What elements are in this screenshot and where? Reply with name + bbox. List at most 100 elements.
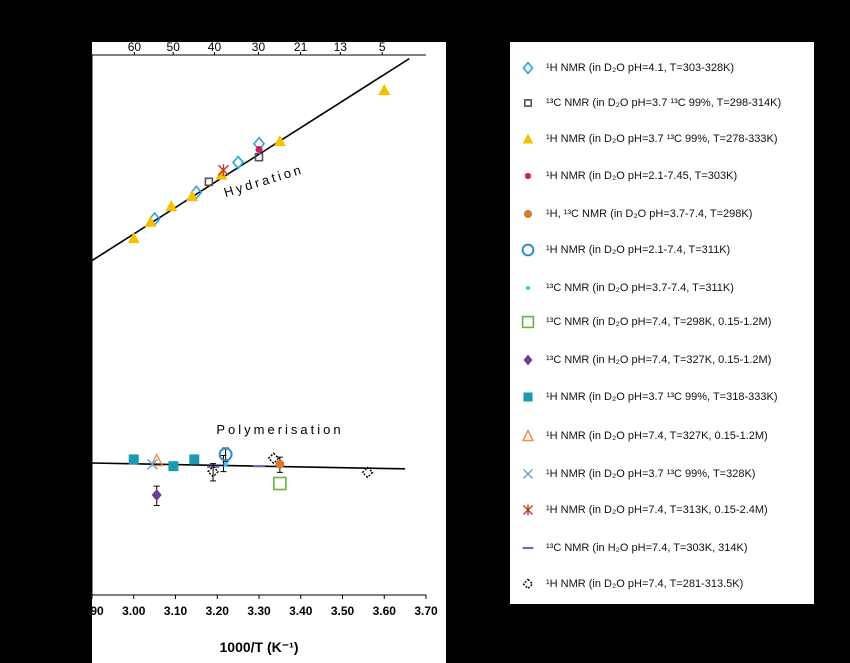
y-tick-label: 1 (78, 588, 85, 602)
top-axis-tick-label: 13 (334, 40, 348, 54)
legend-item: ¹³C NMR (in D₂O pH=7.4, T=298K, 0.15-1.2… (520, 314, 771, 330)
legend-marker (522, 578, 534, 590)
data-point (168, 461, 179, 472)
legend-marker-shape (523, 209, 533, 219)
data-point (151, 489, 162, 502)
data-point (273, 476, 287, 491)
plot-background (92, 42, 446, 663)
legend-marker-shape (521, 315, 535, 329)
legend-item: ¹³C NMR (in D₂O pH=3.7-7.4, T=311K) (520, 280, 734, 296)
x-tick-label: 3.70 (414, 604, 438, 618)
data-point (127, 232, 140, 244)
y-tick-label: 100 (65, 318, 85, 332)
legend-item: ¹H NMR (in D₂O pH=3.7 ¹³C 99%, T=278-333… (520, 131, 777, 147)
data-point (204, 177, 214, 187)
data-point (165, 200, 178, 212)
legend-label: ¹³C NMR (in D₂O pH=3.7-7.4, T=311K) (546, 282, 734, 294)
legend-item: ¹H NMR (in D₂O pH=3.7 ¹³C 99%, T=318-333… (520, 389, 777, 405)
x-axis-label: 1000/T (K⁻¹) (220, 639, 299, 655)
legend-marker-shape (526, 286, 530, 290)
x-tick-label: 3.10 (164, 604, 188, 618)
legend-marker-shape (522, 61, 534, 75)
legend-marker-shape (523, 469, 533, 479)
legend-label: ¹H NMR (in D₂O pH=3.7 ¹³C 99%, T=318-333… (546, 391, 778, 403)
legend-marker-shape (522, 133, 534, 144)
data-point (273, 135, 286, 147)
data-point (218, 447, 233, 462)
data-point (275, 459, 285, 469)
legend-marker (522, 61, 534, 75)
legend-label: ¹H NMR (in D₂O pH=4.1, T=303-328K) (546, 62, 735, 74)
data-point (254, 152, 264, 162)
legend-marker (523, 504, 533, 516)
legend-item: ¹H NMR (in D₂O pH=2.1-7.4, T=311K) (520, 242, 730, 258)
legend-item: ¹H NMR (in D₂O pH=7.4, T=281-313.5K) (520, 576, 743, 592)
x-tick-label: 3.00 (122, 604, 146, 618)
y-tick-label: 10 (72, 453, 86, 467)
legend-marker (524, 99, 532, 107)
data-point (128, 454, 139, 465)
data-point (215, 168, 228, 180)
legend-label: ¹³C NMR (in H₂O pH=7.4, T=327K, 0.15-1.2… (546, 354, 772, 366)
data-point (378, 84, 391, 96)
data-point (255, 145, 263, 153)
y-tick-label: 1000 (58, 183, 85, 197)
legend-marker (522, 133, 534, 144)
legend-label: ¹H, ¹³C NMR (in D₂O pH=3.7-7.4, T=298K) (546, 208, 753, 220)
legend-marker-shape (524, 172, 532, 180)
legend-label: ¹H NMR (in D₂O pH=3.7 ¹³C 99%, T=328K) (546, 468, 756, 480)
x-tick-label: 3.50 (331, 604, 355, 618)
legend-item: ¹H NMR (in D₂O pH=2.1-7.45, T=303K) (520, 168, 737, 184)
data-point (189, 454, 200, 465)
legend-label: ¹³C NMR (in D₂O pH=3.7 ¹³C 99%, T=298-31… (546, 97, 782, 109)
legend-label: ¹H NMR (in D₂O pH=2.1-7.4, T=311K) (546, 244, 731, 256)
legend-marker (523, 392, 533, 402)
x-tick-label: 2.90 (80, 604, 104, 618)
legend-marker (523, 354, 533, 366)
legend-marker (523, 469, 533, 479)
x-tick-label: 3.40 (289, 604, 313, 618)
legend-item: ¹H, ¹³C NMR (in D₂O pH=3.7-7.4, T=298K) (520, 206, 752, 222)
legend-label: ¹³C NMR (in D₂O pH=7.4, T=298K, 0.15-1.2… (546, 316, 772, 328)
data-point (232, 155, 245, 170)
legend-marker (526, 286, 530, 290)
legend-panel-1: ¹H NMR (in D₂O pH=4.1, T=303-328K) ¹³C NM… (510, 42, 814, 298)
legend-marker (521, 429, 535, 442)
x-tick-label: 3.60 (373, 604, 397, 618)
data-point (150, 453, 164, 467)
top-axis-tick-label: 21 (294, 40, 308, 54)
legend-item: ¹H NMR (in D₂O pH=3.7 ¹³C 99%, T=328K) (520, 466, 755, 482)
top-axis-tick-label: 30 (252, 40, 266, 54)
legend-marker-shape (523, 392, 533, 402)
legend-item: ¹H NMR (in D₂O pH=7.4, T=313K, 0.15-2.4M… (520, 502, 768, 518)
legend-marker (523, 209, 533, 219)
top-axis-tick-label: 60 (128, 40, 142, 54)
legend-marker-shape (521, 429, 535, 442)
legend-label: ¹H NMR (in D₂O pH=7.4, T=313K, 0.15-2.4M… (546, 504, 768, 516)
data-point (267, 452, 280, 465)
data-point (361, 466, 374, 479)
legend-marker-shape (521, 243, 535, 257)
legend-panel-2: ¹³C NMR (in D₂O pH=7.4, T=298K, 0.15-1.2… (510, 296, 814, 605)
legend-marker-shape (522, 578, 534, 590)
legend-marker-shape (523, 504, 533, 516)
y-axis-label: Keq (27, 298, 47, 321)
top-axis-tick-label: 50 (167, 40, 181, 54)
y-tick-label: 10000 (52, 48, 86, 62)
legend-item: ¹H NMR (in D₂O pH=7.4, T=327K, 0.15-1.2M… (520, 428, 768, 444)
legend-label: ¹H NMR (in D₂O pH=2.1-7.45, T=303K) (546, 170, 738, 182)
legend-marker (521, 243, 535, 257)
legend-item: ¹³C NMR (in H₂O pH=7.4, T=327K, 0.15-1.2… (520, 352, 771, 368)
fit-line (91, 462, 406, 470)
legend-marker (522, 546, 534, 550)
legend-marker-shape (524, 99, 532, 107)
legend-label: ¹H NMR (in D₂O pH=7.4, T=327K, 0.15-1.2M… (546, 430, 768, 442)
data-point (186, 190, 199, 202)
data-point (144, 215, 157, 227)
legend-marker (521, 315, 535, 329)
legend-marker-shape (523, 354, 533, 366)
data-point (207, 465, 220, 478)
data-point (218, 164, 230, 177)
top-axis-tick-label: 40 (208, 40, 222, 54)
